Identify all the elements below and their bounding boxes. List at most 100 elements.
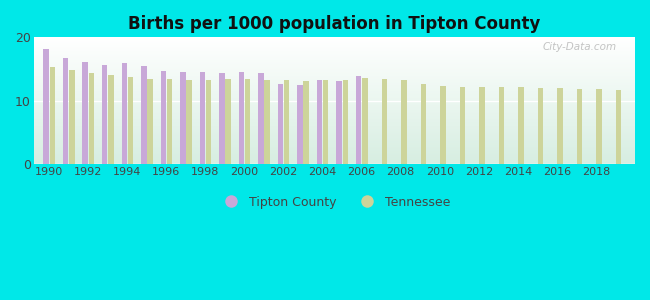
Bar bbox=[34, 72, 635, 73]
Bar bbox=[34, 115, 635, 116]
Bar bbox=[34, 77, 635, 78]
Bar bbox=[34, 129, 635, 130]
Bar bbox=[83, 62, 88, 164]
Bar bbox=[34, 44, 635, 45]
Bar bbox=[34, 143, 635, 144]
Bar bbox=[440, 86, 446, 164]
Bar bbox=[34, 82, 635, 83]
Bar bbox=[616, 90, 621, 164]
Bar bbox=[34, 71, 635, 72]
Bar bbox=[34, 43, 635, 44]
Bar bbox=[34, 119, 635, 120]
Bar bbox=[34, 140, 635, 141]
Bar bbox=[34, 96, 635, 97]
Bar bbox=[34, 148, 635, 149]
Title: Births per 1000 population in Tipton County: Births per 1000 population in Tipton Cou… bbox=[128, 15, 541, 33]
Bar bbox=[239, 72, 244, 164]
Bar bbox=[34, 41, 635, 42]
Bar bbox=[161, 71, 166, 164]
Bar bbox=[122, 63, 127, 164]
Bar bbox=[34, 51, 635, 52]
Bar bbox=[34, 95, 635, 96]
Bar bbox=[69, 70, 75, 164]
Bar bbox=[499, 88, 504, 164]
Bar bbox=[297, 85, 303, 164]
Bar bbox=[34, 132, 635, 133]
Bar bbox=[219, 74, 225, 164]
Bar bbox=[34, 63, 635, 64]
Bar bbox=[34, 126, 635, 127]
Bar bbox=[187, 80, 192, 164]
Bar bbox=[34, 130, 635, 131]
Bar bbox=[34, 75, 635, 76]
Bar bbox=[34, 86, 635, 87]
Bar bbox=[34, 60, 635, 61]
Bar bbox=[44, 49, 49, 164]
Bar bbox=[34, 107, 635, 108]
Bar bbox=[34, 80, 635, 81]
Bar bbox=[34, 159, 635, 160]
Bar bbox=[34, 121, 635, 122]
Bar bbox=[34, 39, 635, 40]
Bar bbox=[34, 68, 635, 69]
Bar bbox=[34, 153, 635, 154]
Bar bbox=[304, 81, 309, 164]
Bar bbox=[34, 62, 635, 63]
Bar bbox=[34, 40, 635, 41]
Bar bbox=[34, 145, 635, 146]
Bar bbox=[34, 66, 635, 67]
Bar bbox=[34, 48, 635, 49]
Bar bbox=[34, 128, 635, 129]
Bar bbox=[128, 77, 133, 164]
Bar bbox=[34, 74, 635, 75]
Bar bbox=[34, 151, 635, 152]
Bar bbox=[102, 64, 107, 164]
Bar bbox=[34, 85, 635, 86]
Bar bbox=[265, 80, 270, 164]
Bar bbox=[421, 84, 426, 164]
Bar bbox=[34, 69, 635, 70]
Bar bbox=[180, 72, 185, 164]
Bar bbox=[34, 114, 635, 115]
Bar bbox=[34, 124, 635, 125]
Bar bbox=[34, 102, 635, 103]
Bar bbox=[577, 89, 582, 164]
Text: City-Data.com: City-Data.com bbox=[543, 42, 617, 52]
Bar bbox=[401, 80, 406, 164]
Bar bbox=[518, 88, 524, 164]
Bar bbox=[34, 137, 635, 138]
Bar bbox=[34, 58, 635, 59]
Bar bbox=[34, 150, 635, 151]
Bar bbox=[34, 120, 635, 121]
Bar bbox=[34, 90, 635, 91]
Bar bbox=[557, 88, 563, 164]
Bar bbox=[200, 72, 205, 164]
Bar bbox=[226, 79, 231, 164]
Bar bbox=[34, 144, 635, 145]
Bar bbox=[34, 158, 635, 159]
Bar bbox=[34, 89, 635, 90]
Bar bbox=[34, 157, 635, 158]
Bar bbox=[258, 73, 264, 164]
Bar bbox=[34, 105, 635, 106]
Bar bbox=[34, 61, 635, 62]
Bar bbox=[34, 123, 635, 124]
Bar bbox=[34, 93, 635, 94]
Bar bbox=[34, 53, 635, 54]
Bar bbox=[148, 79, 153, 164]
Bar bbox=[343, 80, 348, 164]
Bar bbox=[362, 78, 367, 164]
Bar bbox=[49, 67, 55, 164]
Bar bbox=[34, 110, 635, 111]
Bar bbox=[538, 88, 543, 164]
Bar bbox=[34, 56, 635, 57]
Bar bbox=[34, 83, 635, 84]
Bar bbox=[323, 80, 328, 164]
Bar bbox=[34, 131, 635, 132]
Bar bbox=[34, 156, 635, 157]
Legend: Tipton County, Tennessee: Tipton County, Tennessee bbox=[216, 193, 452, 211]
Bar bbox=[34, 57, 635, 58]
Bar bbox=[34, 125, 635, 126]
Bar bbox=[34, 149, 635, 150]
Bar bbox=[460, 87, 465, 164]
